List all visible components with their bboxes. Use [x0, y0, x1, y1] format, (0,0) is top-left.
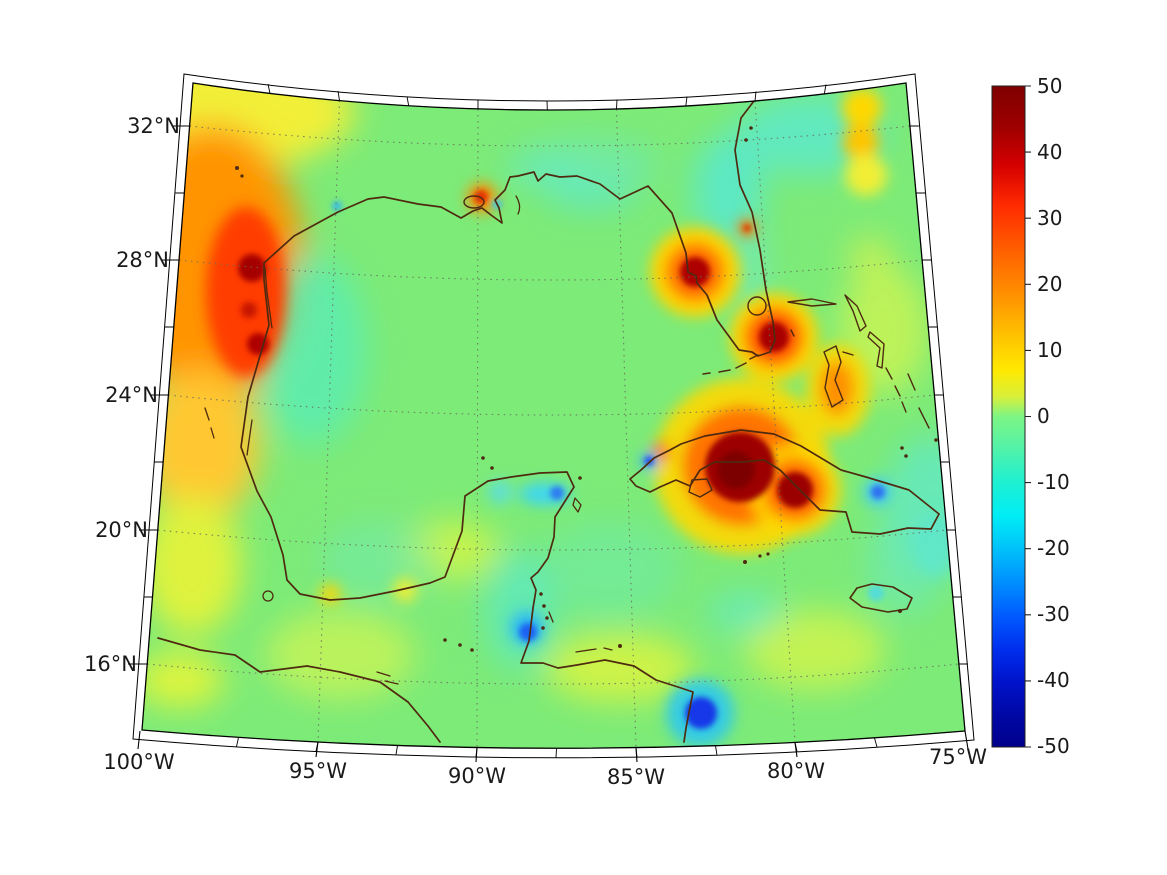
heatmap-layer	[142, 83, 965, 749]
island-specks	[235, 126, 945, 652]
colorbar-label-50: 50	[1037, 74, 1062, 98]
coastline-small-islands	[204, 195, 613, 685]
colorbar-label-m20: -20	[1037, 536, 1070, 560]
coastlines	[157, 84, 945, 743]
lat-tick-label-24n: 24°N	[105, 383, 158, 407]
colorbar: 50 40 30 20 10 0 -10 -20 -30 -40 -50	[991, 74, 1070, 758]
lat-tick-marks	[128, 125, 190, 665]
coastline-jamaica	[849, 583, 913, 613]
lon-tick-label-75w: 75°W	[929, 745, 987, 769]
coastline-north-america	[240, 84, 776, 743]
lon-tick-label-90w: 90°W	[448, 764, 506, 788]
lon-tick-label-95w: 95°W	[289, 759, 347, 783]
map-frame	[128, 73, 975, 763]
lon-tick-label-100w: 100°W	[103, 750, 175, 774]
lat-tick-label-32n: 32°N	[127, 114, 180, 138]
lat-tick-label-16n: 16°N	[84, 652, 137, 676]
colorbar-label-m50: -50	[1037, 734, 1070, 758]
graticule-grid	[147, 100, 959, 749]
colorbar-label-m10: -10	[1037, 470, 1070, 494]
coastline-pacific-mexico	[157, 637, 441, 743]
colorbar-label-0: 0	[1037, 404, 1050, 428]
colorbar-label-10: 10	[1037, 338, 1062, 362]
colorbar-gradient-bar	[991, 85, 1026, 748]
lat-tick-label-20n: 20°N	[95, 518, 148, 542]
axis-labels: 32°N 28°N 24°N 20°N 16°N 100°W 95°W 90°W…	[84, 114, 987, 789]
lat-tick-label-28n: 28°N	[116, 248, 169, 272]
lake-pontchartrain	[463, 195, 485, 209]
colorbar-label-30: 30	[1037, 206, 1062, 230]
colorbar-labels: 50 40 30 20 10 0 -10 -20 -30 -40 -50	[1037, 74, 1070, 758]
coastline-florida-keys	[702, 354, 759, 375]
colorbar-label-m40: -40	[1037, 668, 1070, 692]
coastline-isla-juventud	[688, 478, 713, 498]
coastline-cuba	[629, 429, 940, 535]
lon-tick-label-85w: 85°W	[607, 765, 665, 789]
lon-tick-label-80w: 80°W	[767, 759, 825, 783]
colorbar-label-m30: -30	[1037, 602, 1070, 626]
lake-okeechobee	[747, 296, 767, 316]
colorbar-tick-marks	[1025, 85, 1031, 748]
lon-tick-marks	[137, 730, 969, 763]
colorbar-label-40: 40	[1037, 140, 1062, 164]
colorbar-label-20: 20	[1037, 272, 1062, 296]
coastline-bahamas	[787, 294, 930, 429]
